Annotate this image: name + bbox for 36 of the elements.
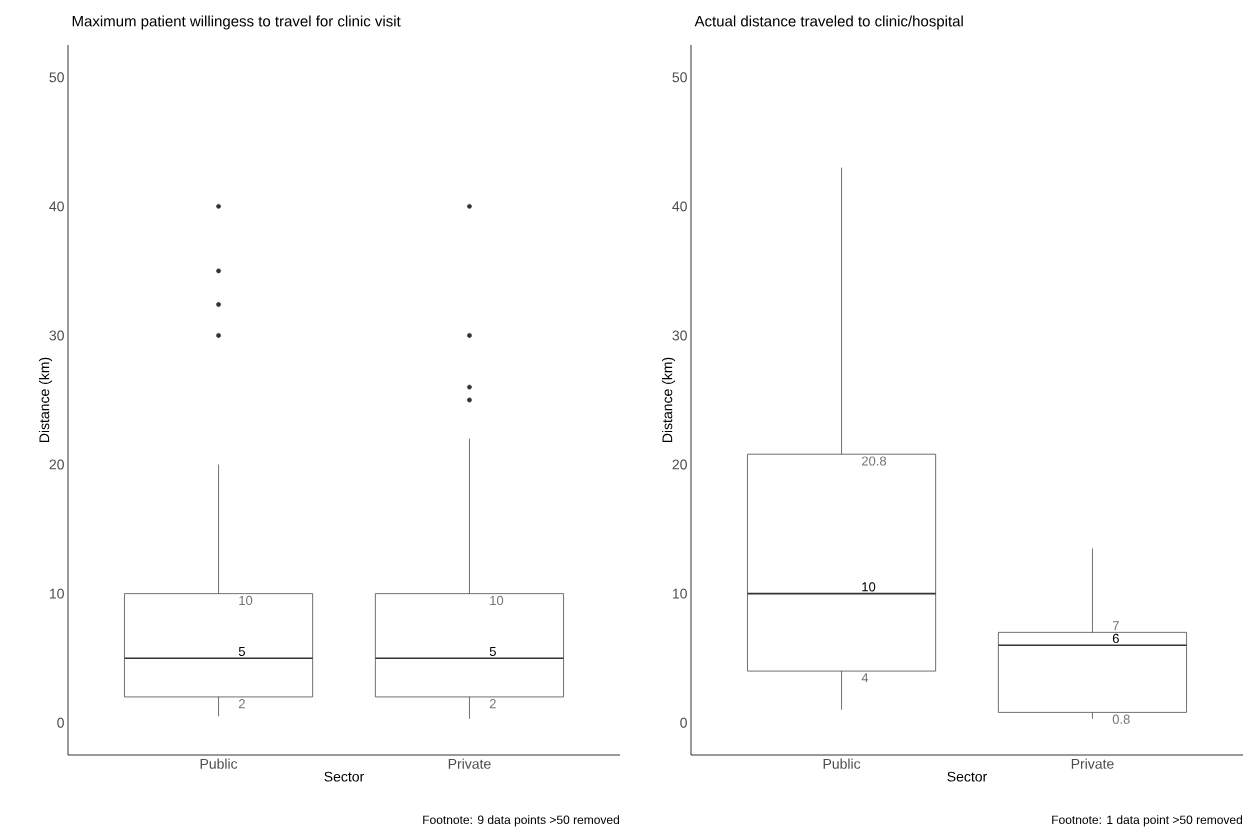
y-tick-label: 40 [49,201,64,212]
x-tick-label: Private [448,758,491,769]
y-tick-label: 30 [672,330,687,341]
y-tick-label: 30 [49,330,64,341]
y-tick-label: 0 [680,717,687,728]
annotation: 0.8 [1112,714,1130,724]
text: Footnote: 9 data points >50 removed [423,815,619,827]
annotation: 5 [489,646,496,656]
y-tick-label: 10 [672,588,687,599]
x-tick-label: Public [200,758,238,769]
y-tick-label: 20 [672,459,687,470]
text: Footnote: 1 data point >50 removed [1052,815,1242,827]
y-tick-label: 0 [57,717,64,728]
x-tick-label: Private [1071,758,1114,769]
chart-title: Maximum patient willingess to travel for clinic visit [72,15,401,30]
y-axis-title: Distance (km) [661,357,676,443]
x-axis-title: Sector [947,771,988,782]
y-tick-label: 40 [672,201,687,212]
y-tick-label: 10 [49,588,64,599]
annotation: 5 [238,646,245,656]
annotation: 10 [862,582,876,592]
x-axis-title: Sector [324,771,365,782]
annotation: 7 [1112,621,1119,631]
y-tick-label: 20 [49,459,64,470]
annotation: 6 [1112,633,1119,644]
annotation: 2 [489,699,496,709]
y-tick-label: 50 [49,72,64,83]
annotation: 10 [490,595,504,606]
y-tick-label: 50 [672,72,687,83]
chart-title: Actual distance traveled to clinic/hospital [694,15,963,30]
y-axis-title: Distance (km) [38,357,53,443]
x-tick-label: Public [823,758,861,769]
annotation: 10 [239,595,253,606]
annotation: 2 [238,699,245,709]
annotation: 4 [861,673,869,683]
annotation: 20.8 [861,456,887,466]
